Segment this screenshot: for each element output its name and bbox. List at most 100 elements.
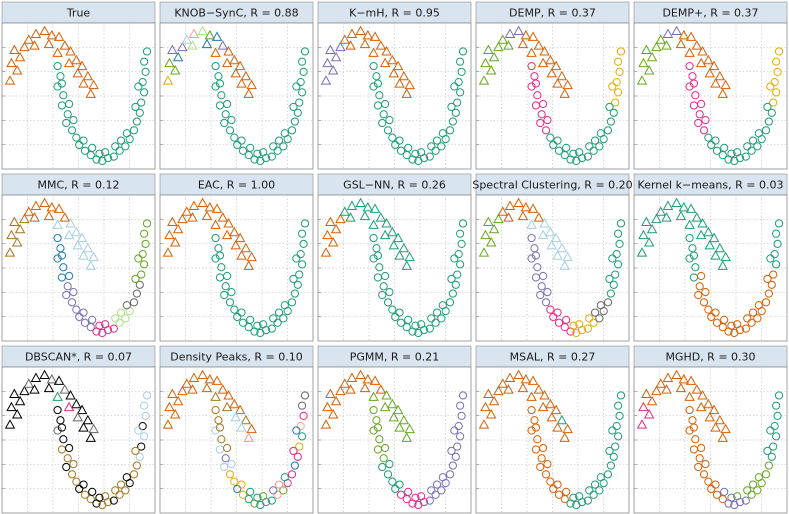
triangle-point: [562, 251, 573, 262]
circle-point: [727, 321, 736, 330]
circle-point: [59, 435, 68, 444]
circle-point: [685, 233, 694, 243]
triangle-point: [162, 247, 174, 257]
triangle-point: [39, 369, 50, 380]
triangle-point: [717, 88, 729, 98]
triangle-point: [221, 57, 233, 68]
triangle-point: [488, 395, 500, 406]
circle-point: [754, 473, 763, 482]
triangle-point: [11, 237, 23, 247]
circle-point: [296, 78, 305, 87]
circle-point: [79, 308, 88, 317]
circle-point: [298, 88, 307, 97]
triangle-point: [485, 237, 497, 247]
triangle-point: [392, 232, 404, 243]
circle-point: [590, 136, 600, 145]
circle-point: [569, 493, 578, 502]
circle-point: [614, 432, 623, 441]
circle-point: [527, 233, 536, 243]
triangle-point: [19, 41, 30, 52]
triangle-point: [162, 75, 174, 85]
circle-point: [595, 314, 604, 323]
triangle-point: [546, 239, 558, 250]
triangle-point: [320, 75, 332, 85]
circle-point: [585, 142, 594, 151]
circle-point: [562, 143, 571, 152]
triangle-point: [320, 247, 332, 257]
circle-point: [259, 492, 268, 501]
triangle-point: [223, 390, 234, 400]
triangle-point: [221, 401, 233, 412]
triangle-point: [82, 70, 94, 81]
triangle-point: [46, 201, 58, 212]
triangle-point: [53, 31, 65, 41]
circle-point: [131, 446, 140, 456]
circle-point: [454, 422, 463, 431]
circle-point: [585, 314, 594, 323]
circle-point: [369, 426, 378, 435]
circle-point: [453, 98, 462, 107]
circle-point: [404, 143, 413, 152]
circle-point: [122, 301, 131, 310]
triangle-point: [381, 390, 392, 400]
circle-point: [772, 432, 781, 441]
circle-point: [223, 443, 232, 453]
circle-point: [772, 260, 781, 269]
circle-point: [141, 67, 150, 76]
circle-point: [140, 401, 149, 410]
triangle-point: [43, 382, 55, 393]
circle-point: [539, 271, 548, 281]
circle-point: [75, 312, 84, 322]
triangle-point: [503, 212, 514, 222]
triangle-point: [346, 372, 358, 382]
circle-point: [296, 250, 305, 259]
circle-point: [447, 446, 456, 456]
triangle-point: [697, 218, 708, 228]
triangle-point: [695, 401, 707, 412]
triangle-point: [480, 401, 491, 412]
circle-point: [761, 126, 771, 135]
triangle-point: [30, 372, 42, 382]
circle-point: [720, 487, 729, 496]
triangle-point: [520, 29, 532, 40]
triangle-point: [717, 260, 729, 270]
circle-point: [569, 321, 578, 330]
triangle-point: [710, 250, 721, 260]
triangle-point: [29, 212, 40, 222]
triangle-point: [88, 423, 99, 434]
circle-point: [135, 452, 144, 461]
triangle-point: [327, 237, 339, 247]
triangle-point: [234, 232, 246, 243]
circle-point: [689, 423, 699, 432]
circle-point: [273, 318, 282, 327]
circle-point: [748, 308, 758, 317]
circle-point: [697, 443, 706, 453]
circle-point: [606, 461, 616, 470]
triangle-point: [201, 38, 213, 49]
circle-point: [295, 270, 304, 279]
panel: DBSCAN*, R = 0.07: [1, 345, 156, 514]
circle-point: [743, 142, 752, 151]
circle-point: [221, 454, 230, 463]
triangle-point: [562, 79, 573, 90]
circle-point: [450, 82, 459, 91]
circle-point: [230, 477, 239, 486]
circle-point: [299, 239, 308, 248]
circle-point: [67, 126, 77, 135]
triangle-point: [545, 398, 556, 409]
circle-point: [747, 490, 756, 499]
triangle-point: [164, 229, 175, 240]
triangle-point: [187, 40, 198, 50]
triangle-point: [401, 88, 413, 98]
triangle-point: [52, 47, 63, 57]
triangle-point: [480, 57, 491, 68]
panel-title: PGMM, R = 0.21: [350, 351, 439, 364]
circle-point: [259, 148, 268, 157]
triangle-point: [651, 41, 662, 52]
triangle-point: [513, 25, 524, 36]
circle-point: [527, 61, 536, 71]
triangle-point: [19, 213, 30, 224]
triangle-point: [339, 206, 350, 216]
circle-point: [763, 102, 772, 112]
circle-point: [280, 301, 289, 310]
